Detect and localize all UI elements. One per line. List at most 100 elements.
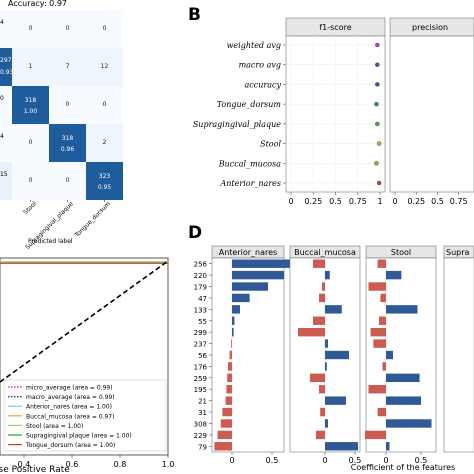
cm-left-value: 0 [0, 95, 4, 102]
coef-bar [386, 442, 390, 451]
feature-label: 220 [194, 272, 207, 280]
coef-bar [386, 270, 402, 280]
coef-bar [232, 316, 235, 325]
cm-cell [12, 124, 49, 162]
coef-bar [232, 327, 234, 337]
coef-bar [380, 293, 386, 303]
coef-bar [386, 305, 418, 314]
x-tick-label: 0.6 [66, 460, 79, 469]
legend-label: Supragingival plaque (area = 1.00) [26, 433, 132, 440]
feature-label: 55 [198, 318, 207, 326]
cm-cell [49, 48, 86, 86]
coef-bar [386, 373, 420, 383]
cm-cell [49, 162, 86, 200]
x-axis-label: Coefficient of the features [351, 463, 455, 472]
coef-bar [319, 385, 325, 394]
x-tick-label: 0.5 [266, 456, 279, 465]
legend-label: Tongue_dorsum (area = 1.00) [25, 442, 115, 449]
coef-bar [229, 350, 232, 360]
cm-count: 0 [103, 101, 107, 108]
coef-bar [320, 407, 325, 417]
feature-label: 79 [198, 443, 207, 451]
coef-bar [322, 282, 325, 291]
feature-label: 21 [198, 398, 207, 406]
x-tick-label: 1.0 [162, 460, 175, 469]
cm-cell [12, 86, 49, 124]
coef-bar [232, 259, 292, 268]
dot-mark [375, 82, 380, 87]
coef-bar [325, 305, 342, 314]
legend-label: Buccal_mucosa (area = 0.97) [26, 413, 114, 420]
panel-c-plot: 0.4 0.6 0.8 1.0 False Positive Rate micro_ave… [0, 257, 175, 474]
coef-bar [227, 373, 232, 383]
coef-bar [325, 442, 358, 451]
cm-count: 0 [66, 177, 70, 184]
y-category-label: Stool [260, 140, 281, 149]
feature-label: 299 [194, 329, 207, 337]
cm-rate: 0.95 [98, 184, 112, 191]
legend-label: micro_average (area = 0.99) [26, 385, 113, 392]
panel-label-d: D [188, 223, 202, 243]
cm-count: 2 [103, 139, 107, 146]
confusion-matrix: 4 297 0.93 0 4 15 0 0 0 1 7 12 318 1.00 0 0 0 318 0.96 2 0 0 3… [0, 10, 123, 251]
coef-bar [325, 350, 349, 360]
panel-d: D Anterior_nares 0 0.5 Buccal_mucosa 0 0.5 Sto… [188, 223, 474, 472]
facet-title: Buccal_mucosa [294, 248, 356, 257]
x-tick-label: 0.5 [431, 197, 444, 206]
feature-label: 237 [194, 341, 207, 349]
feature-label: 47 [198, 295, 207, 303]
x-tick-label: 0.75 [450, 197, 468, 206]
y-category-label: weighted avg [227, 41, 281, 50]
coef-bar [373, 339, 386, 348]
dot-mark [376, 141, 382, 146]
cm-count: 0 [66, 25, 70, 32]
feature-label: 195 [194, 386, 207, 394]
legend-label: Anterior_nares (area = 1.00) [26, 404, 112, 411]
cm-count: 318 [25, 97, 37, 104]
cm-count: 1 [29, 63, 33, 70]
x-tick-label: 0.75 [349, 197, 367, 206]
coef-bar [325, 362, 327, 371]
legend-box [3, 379, 167, 452]
dot-mark [375, 62, 380, 67]
cm-left-cell [0, 86, 12, 124]
panel-a-xlabel: Predicted label [28, 238, 73, 245]
y-category-label: Tongue_dorsum [217, 100, 282, 109]
x-tick-label: 0 [322, 456, 327, 465]
cm-cell [86, 86, 123, 124]
coef-bar [228, 362, 232, 371]
cm-cell [12, 162, 49, 200]
feature-label: 31 [198, 409, 207, 417]
cm-left-cell [0, 10, 12, 48]
cm-cell [86, 162, 123, 200]
coef-bar [316, 430, 325, 440]
cm-cell [12, 10, 49, 48]
facet-panel [443, 257, 474, 453]
coef-bar [377, 407, 386, 417]
x-tick-label: 0 [288, 197, 293, 206]
cm-left-value: 4 [0, 19, 4, 26]
dot-mark [375, 121, 380, 127]
cm-left-cell [0, 48, 12, 86]
dot-mark [376, 180, 382, 186]
x-tick-label: 0.5 [349, 456, 362, 465]
legend-label: macro_average (area = 0.99) [26, 394, 115, 401]
cm-left-value: 297 [0, 57, 12, 64]
coef-bar [222, 407, 232, 417]
x-tick-label: 0.4 [18, 460, 31, 469]
cm-count: 12 [101, 63, 109, 70]
feature-label: 179 [194, 284, 207, 292]
facet-title: f1-score [319, 23, 351, 32]
coef-bar [231, 339, 232, 348]
panel-b: B f1-score precision 0 0.25 0.5 0.75 1 0 0.25 0.5… [188, 5, 474, 206]
x-tick-label: 0.25 [407, 197, 425, 206]
coef-bar [325, 339, 328, 348]
feature-label: 56 [198, 352, 207, 360]
cm-cell [86, 48, 123, 86]
cm-cell [12, 48, 49, 86]
panel-a-title: Accuracy: 0.97 [8, 0, 67, 8]
coef-bar [310, 373, 325, 383]
cm-rate: 1.00 [24, 108, 38, 115]
coef-bar [377, 259, 386, 268]
coef-bar [386, 396, 421, 405]
